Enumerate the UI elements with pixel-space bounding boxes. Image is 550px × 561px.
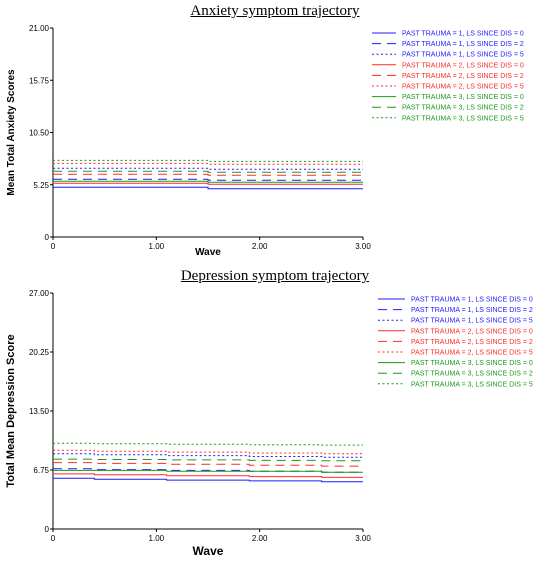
anxiety-legend-label-4: PAST TRAUMA = 2, LS SINCE DIS = 0 [402,62,524,69]
anxiety-legend-label-9: PAST TRAUMA = 3, LS SINCE DIS = 5 [402,115,524,122]
depression-series-line-3 [53,453,363,458]
depression-y-tick-label: 13.50 [29,407,50,416]
depression-y-axis-title: Total Mean Depression Score [5,334,17,487]
anxiety-x-tick-label: 1.00 [149,242,165,251]
depression-y-tick-label: 6.75 [33,466,49,475]
depression-x-axis-title: Wave [193,544,224,558]
anxiety-legend-label-5: PAST TRAUMA = 2, LS SINCE DIS = 2 [402,73,524,80]
anxiety-series-line-2 [53,178,363,181]
anxiety-series-line-6 [53,162,363,165]
anxiety-y-tick-label: 10.50 [29,129,50,138]
anxiety-series-line-4 [53,182,363,185]
anxiety-x-tick-label: 2.00 [252,242,268,251]
depression-x-tick-label: 0 [51,534,56,543]
depression-y-tick-label: 20.25 [29,348,50,357]
depression-legend-label-4: PAST TRAUMA = 2, LS SINCE DIS = 0 [411,328,533,335]
anxiety-legend-label-1: PAST TRAUMA = 1, LS SINCE DIS = 0 [402,31,524,38]
anxiety-series-line-5 [53,173,363,176]
depression-series-line-1 [53,477,363,483]
anxiety-legend-label-3: PAST TRAUMA = 1, LS SINCE DIS = 5 [402,52,524,59]
anxiety-x-axis-title: Wave [195,247,221,258]
depression-legend-label-8: PAST TRAUMA = 3, LS SINCE DIS = 2 [411,371,533,378]
anxiety-y-tick-label: 21.00 [29,24,50,33]
anxiety-series-line-7 [53,180,363,183]
depression-x-tick-label: 1.00 [149,534,165,543]
depression-series-line-5 [53,462,363,467]
anxiety-y-tick-label: 15.75 [29,76,50,85]
anxiety-legend-label-6: PAST TRAUMA = 2, LS SINCE DIS = 5 [402,84,524,91]
anxiety-x-tick-label: 3.00 [355,242,371,251]
anxiety-y-axis-title: Mean Total Anxiety Scores [6,69,17,196]
depression-y-tick-label: 0 [45,525,50,534]
anxiety-y-tick-label: 5.25 [33,181,49,190]
depression-y-tick-label: 27.00 [29,289,50,298]
anxiety-x-tick-label: 0 [51,242,56,251]
depression-legend-label-7: PAST TRAUMA = 3, LS SINCE DIS = 0 [411,360,533,367]
depression-x-tick-label: 2.00 [252,534,268,543]
anxiety-series-line-8 [53,170,363,173]
depression-legend-label-2: PAST TRAUMA = 1, LS SINCE DIS = 2 [411,307,533,314]
depression-series-line-4 [53,473,363,478]
depression-chart-title: Depression symptom trajectory [180,268,370,284]
anxiety-y-tick-label: 0 [45,233,50,242]
anxiety-chart-title: Anxiety symptom trajectory [190,3,360,19]
depression-legend-label-3: PAST TRAUMA = 1, LS SINCE DIS = 5 [411,318,533,325]
anxiety-legend-label-7: PAST TRAUMA = 3, LS SINCE DIS = 0 [402,94,524,101]
anxiety-legend-label-2: PAST TRAUMA = 1, LS SINCE DIS = 2 [402,41,524,48]
depression-legend-label-9: PAST TRAUMA = 3, LS SINCE DIS = 5 [411,381,533,388]
anxiety-legend-label-8: PAST TRAUMA = 3, LS SINCE DIS = 2 [402,105,524,112]
depression-series-line-9 [53,442,363,446]
depression-legend-label-1: PAST TRAUMA = 1, LS SINCE DIS = 0 [411,297,533,304]
depression-series-line-6 [53,449,363,455]
anxiety-series-line-3 [53,167,363,170]
depression-series-line-7 [53,469,363,473]
depression-legend-label-5: PAST TRAUMA = 2, LS SINCE DIS = 2 [411,339,533,346]
depression-x-tick-label: 3.00 [355,534,371,543]
anxiety-series-line-1 [53,186,363,190]
depression-series-line-8 [53,458,363,462]
depression-legend-label-6: PAST TRAUMA = 2, LS SINCE DIS = 5 [411,350,533,357]
anxiety-series-line-9 [53,159,363,162]
